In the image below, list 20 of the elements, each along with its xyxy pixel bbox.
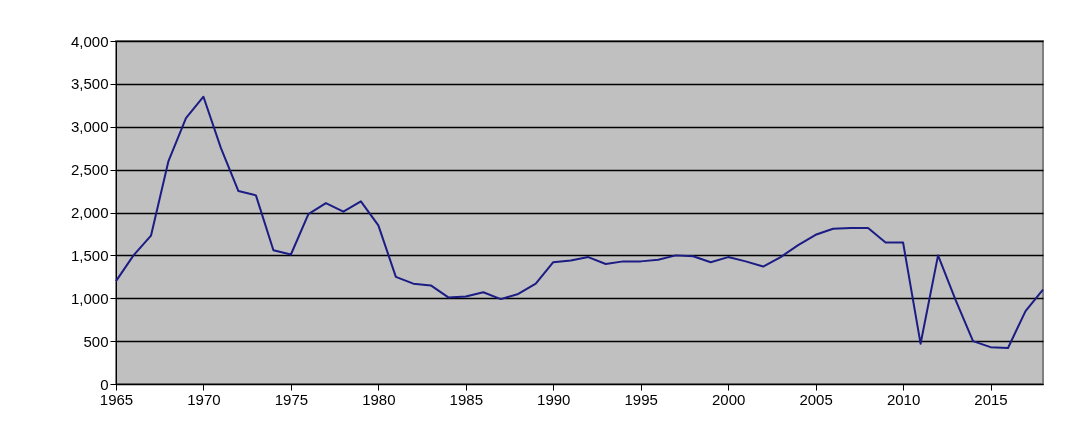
x-tick-label: 2010 — [886, 390, 921, 408]
x-tick-label: 1980 — [362, 390, 396, 408]
x-tick-label: 1965 — [99, 390, 134, 408]
x-tick-label: 1970 — [187, 390, 221, 408]
y-tick-label: 500 — [83, 332, 109, 350]
x-tick-label: 1995 — [624, 390, 658, 408]
x-tick-label: 1990 — [537, 390, 571, 408]
y-tick-label: 1,500 — [70, 246, 109, 264]
x-tick-label: 1975 — [274, 390, 309, 408]
x-tick-label: 1985 — [449, 390, 483, 408]
y-tick-label: 0 — [100, 375, 109, 393]
x-tick-label: 2000 — [711, 390, 746, 408]
y-tick-label: 2,500 — [70, 161, 109, 179]
x-tick-label: 2015 — [974, 390, 1008, 408]
y-tick-label: 3,000 — [70, 118, 109, 136]
y-tick-label: 2,000 — [70, 204, 109, 221]
y-tick-label: 4,000 — [70, 32, 109, 50]
x-tick-label: 2005 — [799, 390, 833, 408]
y-tick-label: 3,500 — [70, 75, 109, 93]
y-tick-label: 1,000 — [70, 289, 109, 307]
